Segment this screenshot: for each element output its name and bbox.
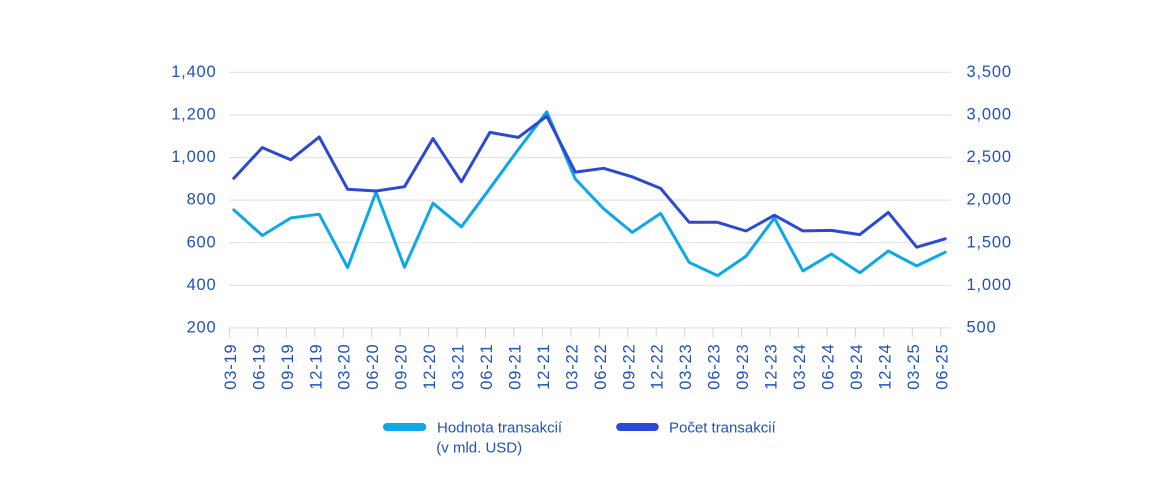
svg-text:500: 500 (967, 319, 997, 337)
svg-text:3,000: 3,000 (967, 106, 1012, 124)
svg-text:06-24: 06-24 (820, 344, 838, 390)
svg-text:1,400: 1,400 (171, 63, 216, 81)
svg-text:800: 800 (187, 191, 217, 209)
svg-text:1,000: 1,000 (171, 148, 216, 166)
svg-text:200: 200 (187, 319, 217, 337)
svg-text:2,500: 2,500 (967, 148, 1012, 166)
svg-text:09-23: 09-23 (734, 344, 752, 390)
svg-text:06-22: 06-22 (592, 344, 610, 390)
svg-text:3,500: 3,500 (967, 63, 1012, 81)
svg-text:03-23: 03-23 (677, 344, 695, 390)
svg-text:12-20: 12-20 (421, 344, 439, 390)
svg-text:(v mld. USD): (v mld. USD) (436, 440, 522, 457)
svg-text:Počet transakcií: Počet transakcií (669, 420, 777, 437)
svg-text:09-20: 09-20 (393, 344, 411, 390)
svg-text:06-23: 06-23 (706, 344, 724, 390)
svg-text:03-22: 03-22 (563, 344, 581, 390)
svg-text:09-19: 09-19 (279, 344, 297, 390)
svg-text:12-22: 12-22 (649, 344, 667, 390)
svg-text:2,000: 2,000 (967, 191, 1012, 209)
svg-text:03-25: 03-25 (905, 344, 923, 390)
svg-text:1,500: 1,500 (967, 233, 1012, 251)
svg-text:09-22: 09-22 (620, 344, 638, 390)
svg-text:03-19: 03-19 (222, 344, 240, 390)
svg-text:06-20: 06-20 (364, 344, 382, 390)
svg-text:600: 600 (187, 233, 217, 251)
svg-text:1,000: 1,000 (967, 276, 1012, 294)
svg-text:12-24: 12-24 (876, 344, 894, 390)
svg-text:12-19: 12-19 (307, 344, 325, 390)
svg-text:12-23: 12-23 (763, 344, 781, 390)
svg-text:06-21: 06-21 (478, 344, 496, 390)
svg-text:12-21: 12-21 (535, 344, 553, 390)
svg-text:03-24: 03-24 (791, 344, 809, 390)
svg-text:1,200: 1,200 (171, 106, 216, 124)
svg-text:06-25: 06-25 (933, 344, 951, 390)
svg-text:03-20: 03-20 (336, 344, 354, 390)
svg-text:03-21: 03-21 (450, 344, 468, 390)
svg-text:400: 400 (187, 276, 217, 294)
svg-text:Hodnota transakcií: Hodnota transakcií (437, 420, 563, 437)
svg-text:09-21: 09-21 (506, 344, 524, 390)
svg-text:09-24: 09-24 (848, 344, 866, 390)
svg-text:06-19: 06-19 (250, 344, 268, 390)
